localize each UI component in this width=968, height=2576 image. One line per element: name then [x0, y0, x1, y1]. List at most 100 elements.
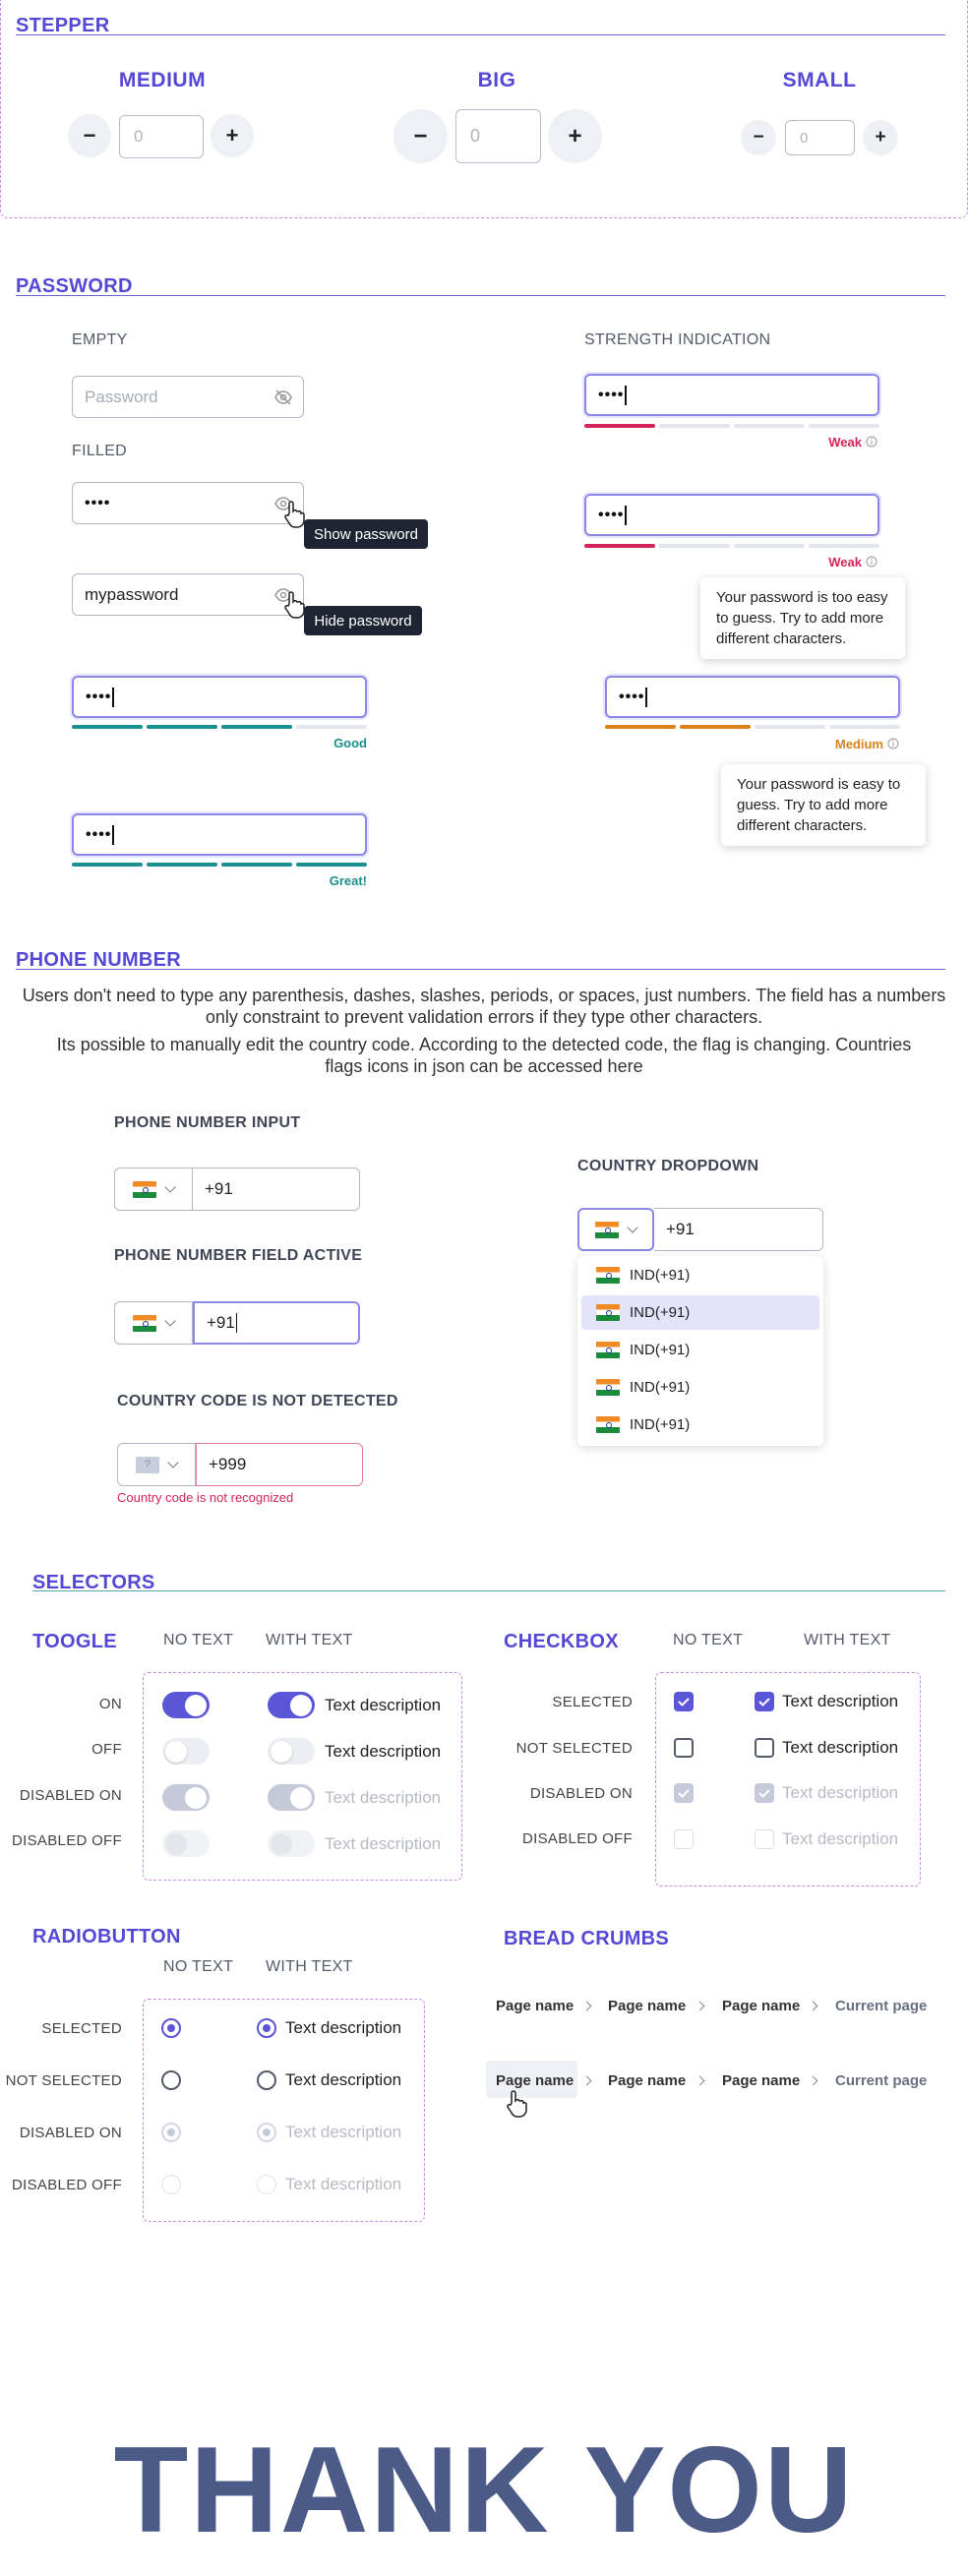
stepper-small-title: SMALL — [782, 69, 857, 91]
country-code-selector[interactable]: ? — [117, 1443, 196, 1486]
radio-no-text-header: NO TEXT — [163, 1958, 234, 1975]
text-caret — [645, 687, 647, 707]
breadcrumb-item[interactable]: Page name — [608, 2072, 687, 2089]
unknown-flag-icon: ? — [136, 1456, 159, 1473]
selectors-title: SELECTORS — [32, 1572, 155, 1593]
phone-number-input[interactable]: +91 — [114, 1168, 360, 1211]
phone-number-field[interactable]: +91 — [654, 1208, 823, 1251]
checkbox-disabled-on — [674, 1783, 694, 1803]
strength-bar-2 — [147, 863, 217, 867]
checkbox-text-description: Text description — [782, 1738, 899, 1757]
stepper-big-plus-button[interactable]: + — [548, 109, 602, 163]
country-code-selector[interactable] — [114, 1168, 193, 1211]
stepper-medium-input[interactable]: 0 — [119, 115, 204, 158]
phone-input-label: PHONE NUMBER INPUT — [114, 1114, 301, 1131]
breadcrumb-item[interactable]: Page name — [722, 2072, 801, 2089]
country-dropdown-input[interactable]: +91 — [577, 1208, 823, 1251]
radio-group — [143, 1999, 425, 2222]
password-masked-value: •••• — [86, 688, 112, 705]
checkbox-not-selected[interactable] — [674, 1738, 694, 1758]
chevron-down-icon — [164, 1315, 176, 1327]
toggle-on-with-text[interactable] — [268, 1692, 315, 1718]
strength-bar-1 — [72, 863, 143, 867]
country-option[interactable]: IND(+91) — [581, 1258, 819, 1292]
stepper-small-plus-button[interactable]: + — [863, 120, 898, 155]
phone-number-input-active[interactable]: +91 — [114, 1301, 360, 1345]
breadcrumb-item[interactable]: Page name — [496, 1998, 575, 2014]
country-option[interactable]: IND(+91) — [581, 1370, 819, 1405]
country-option-highlighted[interactable]: IND(+91) — [581, 1295, 819, 1330]
phone-title: PHONE NUMBER — [16, 949, 182, 971]
password-weak-field-2[interactable]: •••• — [584, 494, 879, 536]
radio-not-selected[interactable] — [161, 2070, 181, 2090]
thank-you-text: THANK YOU — [113, 2423, 855, 2558]
checkbox-disabled-off — [674, 1829, 694, 1849]
checkbox-not-selected-with-text[interactable] — [755, 1738, 774, 1758]
phone-number-field[interactable]: +91 — [193, 1168, 360, 1211]
radio-not-selected-with-text[interactable] — [257, 2070, 276, 2090]
radio-selected-with-text[interactable] — [257, 2018, 276, 2038]
password-medium-field[interactable]: •••• — [605, 676, 900, 718]
phone-number-input-error[interactable]: ? +999 — [117, 1443, 363, 1486]
radio-selected[interactable] — [161, 2018, 181, 2038]
toggle-off-with-text[interactable] — [268, 1738, 315, 1765]
password-good-field[interactable]: •••• — [72, 676, 367, 718]
toggle-row-label-off: OFF — [91, 1741, 122, 1758]
checkbox-selected-with-text[interactable] — [755, 1692, 774, 1711]
chevron-right-icon — [695, 2075, 705, 2086]
stepper-big-input[interactable]: 0 — [455, 109, 541, 163]
toggle-text-description: Text description — [325, 1788, 442, 1807]
india-flag-icon — [133, 1180, 156, 1198]
checkbox-with-text-header: WITH TEXT — [804, 1632, 891, 1648]
password-great-field[interactable]: •••• — [72, 813, 367, 856]
phone-description-2: Its possible to manually edit the countr… — [56, 1035, 912, 1076]
toggle-with-text-header: WITH TEXT — [266, 1632, 353, 1648]
checkbox-selected[interactable] — [674, 1692, 694, 1711]
country-code-selector[interactable] — [114, 1301, 193, 1345]
india-flag-icon — [596, 1304, 620, 1321]
strength-bar-1 — [584, 544, 655, 548]
password-empty-field[interactable]: Password — [72, 376, 304, 418]
stepper-big-minus-button[interactable]: − — [393, 109, 448, 163]
radio-text-description: Text description — [285, 2018, 402, 2037]
info-icon[interactable] — [887, 738, 899, 749]
chevron-right-icon — [695, 2001, 705, 2011]
pointer-hand-icon — [284, 591, 305, 619]
country-code-selector[interactable] — [577, 1208, 654, 1251]
country-option[interactable]: IND(+91) — [581, 1333, 819, 1367]
toggle-on[interactable] — [162, 1692, 210, 1718]
radio-with-text-header: WITH TEXT — [266, 1958, 353, 1975]
breadcrumb-item-hovered[interactable]: Page name — [496, 2072, 575, 2089]
weak-password-message: Your password is too easy to guess. Try … — [700, 577, 905, 659]
chevron-right-icon — [581, 2001, 592, 2011]
stepper-medium-minus-button[interactable]: − — [68, 114, 111, 157]
strength-label-weak: Weak — [828, 555, 862, 569]
password-weak-field-1[interactable]: •••• — [584, 374, 879, 416]
password-filled-field[interactable]: •••• — [72, 482, 304, 524]
breadcrumb-item[interactable]: Page name — [722, 1998, 801, 2014]
stepper-title: STEPPER — [16, 15, 110, 36]
india-flag-icon — [596, 1379, 620, 1396]
phone-number-field[interactable]: +91 — [193, 1301, 360, 1345]
stepper-medium-plus-button[interactable]: + — [211, 114, 254, 157]
country-option[interactable]: IND(+91) — [581, 1408, 819, 1442]
strength-indication-label: STRENGTH INDICATION — [584, 331, 771, 348]
stepper-small-input[interactable]: 0 — [785, 120, 855, 155]
phone-number-field[interactable]: +999 — [196, 1443, 363, 1486]
password-visible-field[interactable]: mypassword — [72, 573, 304, 616]
phone-divider — [16, 969, 945, 970]
breadcrumb-item[interactable]: Page name — [608, 1998, 687, 2014]
radio-disabled-off-with-text — [257, 2175, 276, 2194]
hide-password-tooltip: Hide password — [304, 606, 422, 635]
country-dropdown-label: COUNTRY DROPDOWN — [577, 1158, 759, 1174]
radio-row-label-disabled-off: DISABLED OFF — [12, 2177, 122, 2193]
stepper-small-minus-button[interactable]: − — [741, 120, 776, 155]
eye-off-icon[interactable] — [273, 389, 293, 406]
info-icon[interactable] — [866, 436, 877, 448]
chevron-down-icon — [627, 1222, 638, 1233]
info-icon[interactable] — [866, 556, 877, 568]
toggle-off[interactable] — [162, 1738, 210, 1765]
text-caret — [235, 1313, 238, 1333]
strength-bar-3 — [221, 725, 292, 729]
radio-row-label-not-selected: NOT SELECTED — [5, 2072, 122, 2089]
